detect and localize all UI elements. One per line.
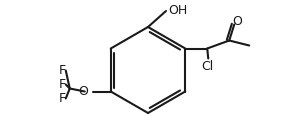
- Text: OH: OH: [168, 3, 187, 17]
- Text: F: F: [59, 64, 66, 77]
- Text: Cl: Cl: [201, 60, 213, 74]
- Text: O: O: [232, 15, 242, 28]
- Text: O: O: [78, 85, 88, 98]
- Text: F: F: [59, 92, 66, 105]
- Text: F: F: [59, 78, 66, 91]
